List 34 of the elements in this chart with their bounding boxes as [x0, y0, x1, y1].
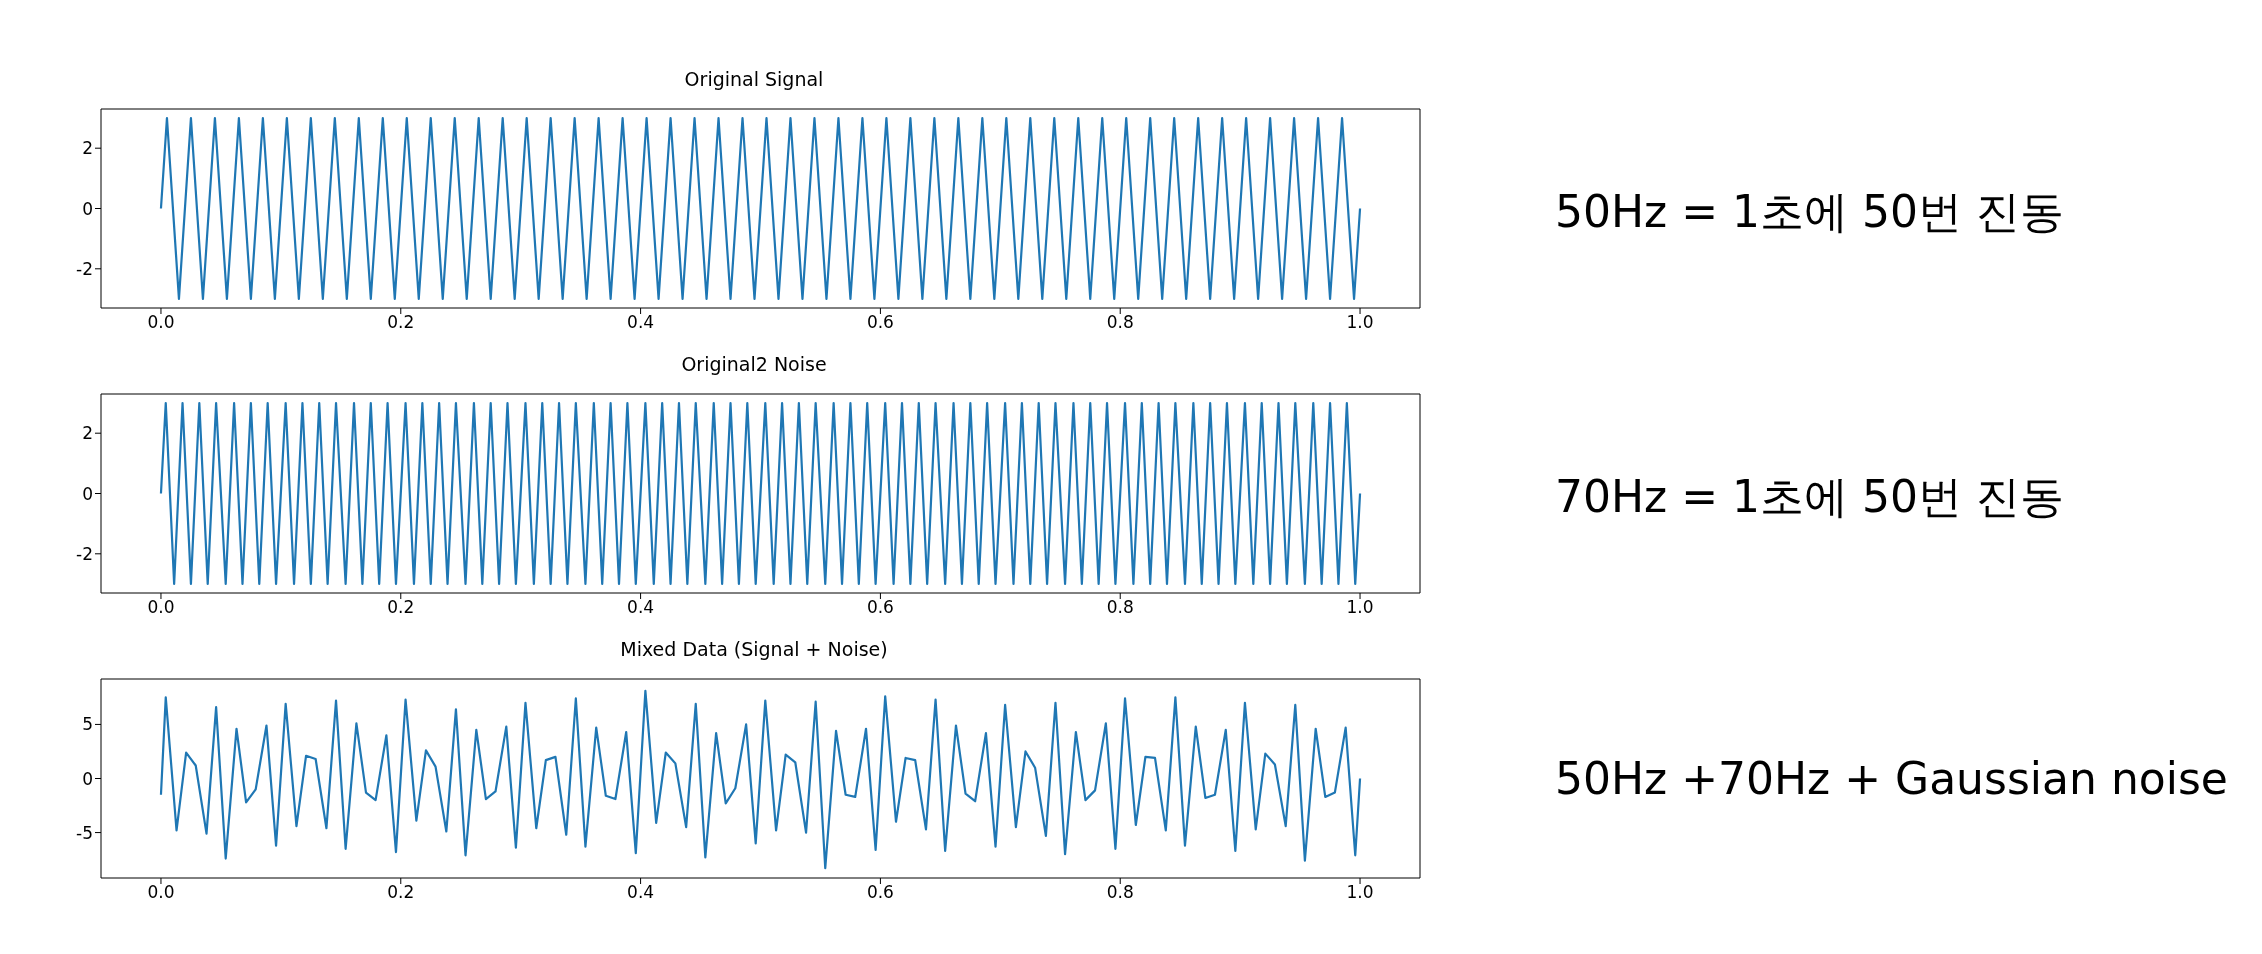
line-series: [159, 689, 1362, 870]
x-tick-label: 0.6: [866, 597, 894, 618]
x-tick-label: 0.6: [866, 312, 894, 333]
x-tick-label: 1.0: [1346, 882, 1374, 903]
x-tick-label: 1.0: [1346, 597, 1374, 618]
x-tick-label: 0.2: [387, 312, 415, 333]
x-tick-label: 0.0: [147, 597, 175, 618]
x-tick-label: 0.6: [866, 882, 894, 903]
x-tick-label: 0.4: [627, 597, 655, 618]
chart-title: Mixed Data (Signal + Noise): [619, 638, 889, 660]
x-tick-label: 0.0: [147, 312, 175, 333]
x-tick-label: 0.8: [1106, 597, 1134, 618]
x-tick-label: 0.2: [387, 882, 415, 903]
x-tick-label: 0.2: [387, 597, 415, 618]
text: 50Hz = 1초에 50번 진동: [1555, 185, 2064, 239]
y-tick-label: -5: [76, 822, 93, 843]
y-tick-label: 2: [82, 138, 93, 159]
y-tick-label: 0: [82, 768, 93, 789]
y-tick-label: 2: [82, 423, 93, 444]
x-tick-label: 0.4: [627, 312, 655, 333]
y-tick-label: -2: [76, 543, 93, 564]
x-tick-label: 0.4: [627, 882, 655, 903]
y-tick-label: -2: [76, 258, 93, 279]
text: 70Hz = 1초에 50번 진동: [1555, 470, 2064, 524]
y-tick-label: 0: [82, 198, 93, 219]
x-tick-label: 1.0: [1346, 312, 1374, 333]
x-tick-label: 0.8: [1106, 882, 1134, 903]
chart-title: Original Signal: [683, 68, 825, 90]
chart-title: Original2 Noise: [680, 353, 828, 375]
x-tick-label: 0.8: [1106, 312, 1134, 333]
y-tick-label: 0: [82, 483, 93, 504]
text: 50Hz +70Hz + Gaussian noise: [1555, 753, 2228, 804]
y-tick-label: 5: [82, 714, 93, 735]
x-tick-label: 0.0: [147, 882, 175, 903]
